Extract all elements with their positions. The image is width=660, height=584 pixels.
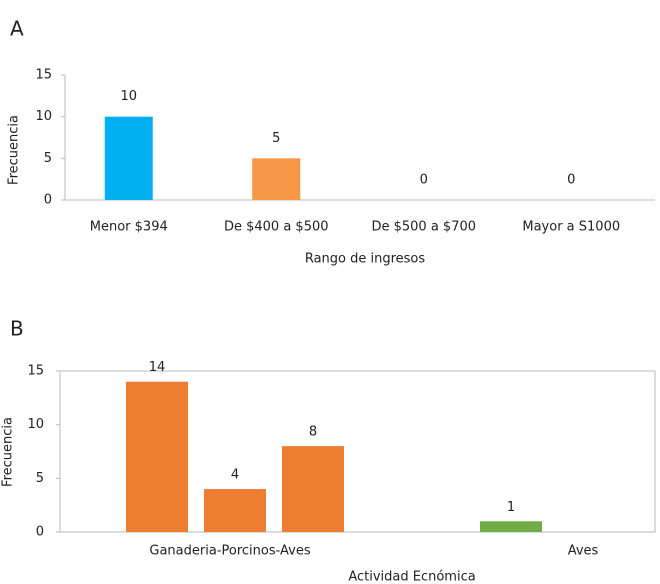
y-tick-label: 0 (44, 193, 52, 208)
value-label: 14 (149, 360, 166, 375)
y-tick-label: 15 (35, 68, 52, 83)
y-tick-label: 10 (35, 109, 52, 124)
value-label: 0 (420, 173, 428, 188)
x-axis-label: Rango de ingresos (305, 252, 426, 267)
x-tick-label: Mayor a S1000 (522, 220, 620, 235)
panel-label: A (10, 17, 24, 41)
y-tick-label: 5 (44, 151, 52, 166)
value-label: 10 (120, 89, 137, 104)
y-axis-label: Frecuencia (7, 115, 22, 185)
y-tick-label: 15 (27, 364, 44, 379)
y-tick-label: 10 (27, 417, 44, 432)
value-label: 0 (567, 173, 575, 188)
bar (126, 381, 188, 532)
bar (282, 446, 344, 532)
bar (204, 489, 266, 532)
value-label: 5 (272, 131, 280, 146)
y-tick-label: 0 (36, 525, 44, 540)
x-tick-label: Ganaderia-Porcinos-Aves (149, 544, 310, 559)
bar (104, 116, 153, 200)
plot-frame (59, 370, 656, 533)
bar (480, 521, 542, 532)
x-tick-label: De $400 a $500 (224, 220, 329, 235)
value-label: 8 (309, 425, 317, 440)
y-axis-label: Frecuencia (1, 417, 16, 487)
x-tick-label: Aves (568, 544, 599, 559)
bar (252, 158, 301, 200)
x-axis-label: Actividad Ecnómica (348, 570, 475, 584)
x-tick-label: Menor $394 (90, 220, 168, 235)
value-label: 4 (231, 468, 239, 483)
x-tick-label: De $500 a $700 (371, 220, 476, 235)
panel-label: B (10, 317, 24, 341)
value-label: 1 (507, 500, 515, 515)
y-tick-label: 5 (36, 471, 44, 486)
